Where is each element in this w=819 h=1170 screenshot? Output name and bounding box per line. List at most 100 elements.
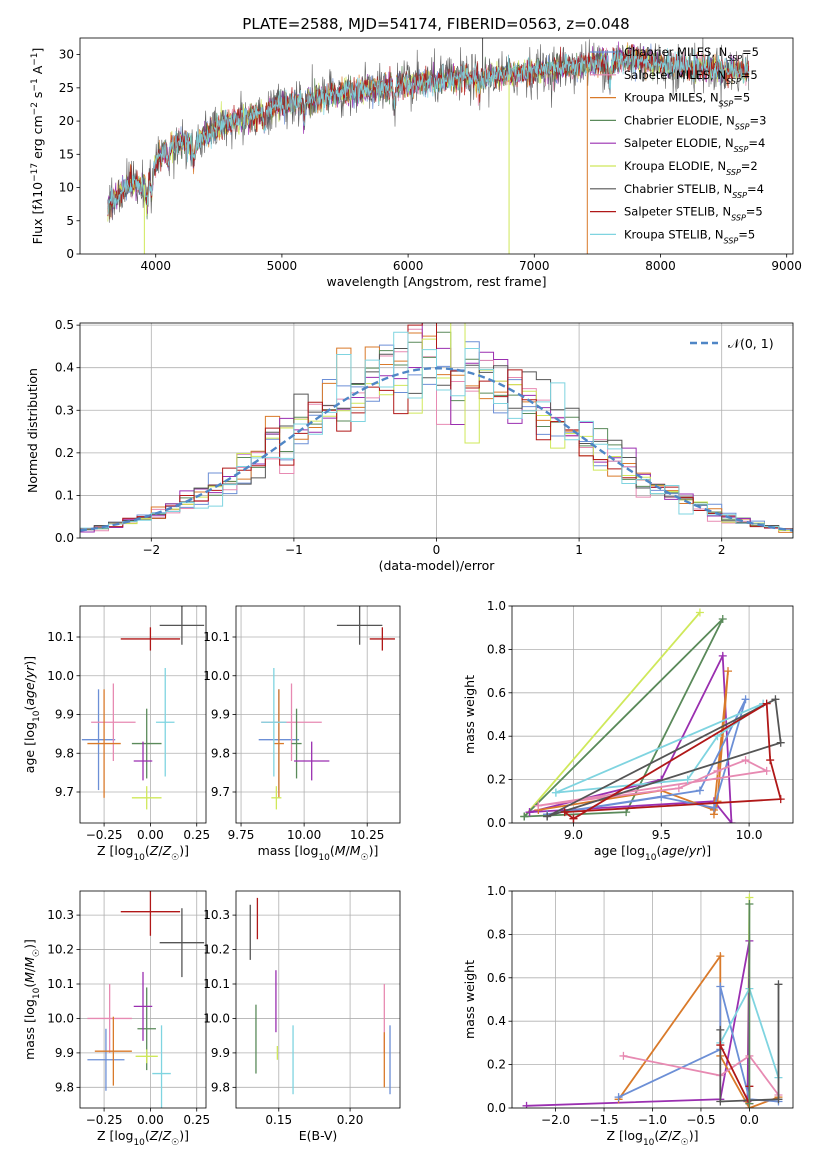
x-tick-label: 0 <box>433 543 441 557</box>
x-tick-label: 0.0 <box>740 1113 759 1127</box>
y-axis-label: mass [log10(M/M☉)] <box>22 939 42 1060</box>
y-tick-label: 0.8 <box>487 642 506 656</box>
mass-age-panel: 9.75 10.00 10.25 9.7 9.8 9.9 10.0 10.1 mass [log… <box>203 605 401 863</box>
y-tick-label: 0.2 <box>487 773 506 787</box>
weight-marker <box>762 766 771 775</box>
spectrum-series <box>107 47 750 215</box>
residual-panel: −2 −1 0 1 2 0.0 0.1 0.2 0.3 0.4 0.5 (data-model)/er… <box>25 318 794 573</box>
y-tick-label: 9.9 <box>55 1046 74 1060</box>
y-tick-label: 1.0 <box>487 599 506 613</box>
x-axis-label: Z [log10(Z/Z☉)] <box>97 1128 189 1148</box>
histogram-series <box>80 331 793 538</box>
axes-frame <box>79 890 207 1109</box>
spectrum-panel: 4000 5000 6000 7000 8000 9000 0 5 10 15 20 25 30 wave… <box>30 37 802 289</box>
x-axis-label: Z [log10(Z/Z☉)] <box>97 843 189 863</box>
y-tick-label: 0.1 <box>55 488 74 502</box>
y-axis-label: mass weight <box>462 675 477 754</box>
y-axis-label: Normed distribution <box>25 368 40 493</box>
y-tick-label: 10.1 <box>47 630 74 644</box>
weight-marker <box>724 667 733 676</box>
x-tick-label: −2 <box>142 543 160 557</box>
weight-marker <box>525 808 534 817</box>
y-axis-label: mass weight <box>462 960 477 1039</box>
y-tick-label: 0.5 <box>55 318 74 332</box>
x-tick-label: 10.0 <box>736 828 763 842</box>
x-tick-label: 5000 <box>267 259 298 273</box>
x-tick-label: 0.00 <box>137 828 164 842</box>
weight-marker <box>774 1095 783 1104</box>
y-tick-label: 10 <box>59 181 74 195</box>
x-axis-label: mass [log10(M/M☉)] <box>258 843 379 863</box>
weight-marker <box>713 766 722 775</box>
errorbar-point <box>91 683 136 761</box>
y-tick-label: 0.2 <box>55 446 74 460</box>
x-axis-label: Z [log10(Z/Z☉)] <box>606 1128 698 1148</box>
y-tick-label: 9.8 <box>211 746 230 760</box>
plot-area <box>520 608 785 823</box>
y-tick-label: 0.2 <box>487 1058 506 1072</box>
legend-entry: Salpeter ELODIE, NSSP=4 <box>624 136 765 154</box>
weight-marker <box>727 819 736 823</box>
weight-series <box>546 697 782 818</box>
weight-marker <box>718 615 727 624</box>
weight-marker <box>776 795 785 804</box>
y-tick-label: 0.0 <box>55 531 74 545</box>
z-weight-panel: −2.0 −1.5 −1.0 −0.5 0.0 0.0 0.2 0.4 0.6 0.8 1.0 Z [… <box>462 884 794 1148</box>
x-tick-label: −1.0 <box>638 1113 667 1127</box>
errorbar-point <box>159 908 205 978</box>
weight-series <box>623 1054 780 1096</box>
x-tick-label: 0.20 <box>337 1113 364 1127</box>
y-tick-label: 10.3 <box>203 908 230 922</box>
errorbar-point <box>131 708 162 779</box>
weight-marker <box>569 814 578 823</box>
x-tick-label: 6000 <box>393 259 424 273</box>
weight-marker <box>674 784 683 793</box>
x-tick-label: 9000 <box>771 259 802 273</box>
y-tick-label: 0 <box>66 247 74 261</box>
normal-curve <box>80 366 793 532</box>
errorbar-point <box>369 627 395 651</box>
x-tick-label: −0.25 <box>86 828 123 842</box>
x-axis-label: age [log10(age/yr)] <box>594 843 711 863</box>
errorbar-point <box>155 668 175 777</box>
errorbar-point <box>159 606 205 645</box>
weight-marker <box>771 695 780 704</box>
y-tick-label: 0.0 <box>487 1101 506 1115</box>
errorbar-point <box>120 627 181 651</box>
x-tick-label: −1 <box>285 543 303 557</box>
errorbar-point <box>261 668 287 777</box>
weight-series <box>523 618 724 818</box>
weight-marker <box>520 812 529 821</box>
y-tick-label: 10.0 <box>47 669 74 683</box>
errorbar-point <box>94 1016 132 1086</box>
y-tick-label: 0.0 <box>487 816 506 830</box>
x-tick-label: 0.25 <box>183 828 210 842</box>
weight-series <box>529 652 733 823</box>
y-tick-label: 5 <box>66 214 74 228</box>
weight-marker <box>522 1101 531 1108</box>
y-tick-label: 9.9 <box>211 708 230 722</box>
legend-entry: Kroupa ELODIE, NSSP=2 <box>624 159 758 177</box>
y-tick-label: 10.3 <box>47 908 74 922</box>
plot-area <box>80 323 793 538</box>
weight-marker <box>543 812 552 821</box>
x-tick-label: 2 <box>718 543 726 557</box>
weight-marker <box>614 1093 623 1102</box>
plot-area <box>81 606 205 810</box>
weight-marker <box>741 756 750 765</box>
x-tick-label: −0.25 <box>86 1113 123 1127</box>
y-tick-label: 10.0 <box>203 669 230 683</box>
x-tick-label: −2.0 <box>541 1113 570 1127</box>
x-tick-label: 10.25 <box>350 828 384 842</box>
axes-frame <box>79 37 794 255</box>
y-tick-label: 0.4 <box>487 1014 506 1028</box>
errorbar-point <box>133 741 153 781</box>
errorbar-point <box>87 689 121 798</box>
y-tick-label: 9.7 <box>211 785 230 799</box>
y-tick-label: 30 <box>59 48 74 62</box>
errorbar-point <box>120 891 181 936</box>
plot-area <box>258 606 395 810</box>
weight-marker <box>745 1099 754 1108</box>
weight-marker <box>619 1051 628 1060</box>
